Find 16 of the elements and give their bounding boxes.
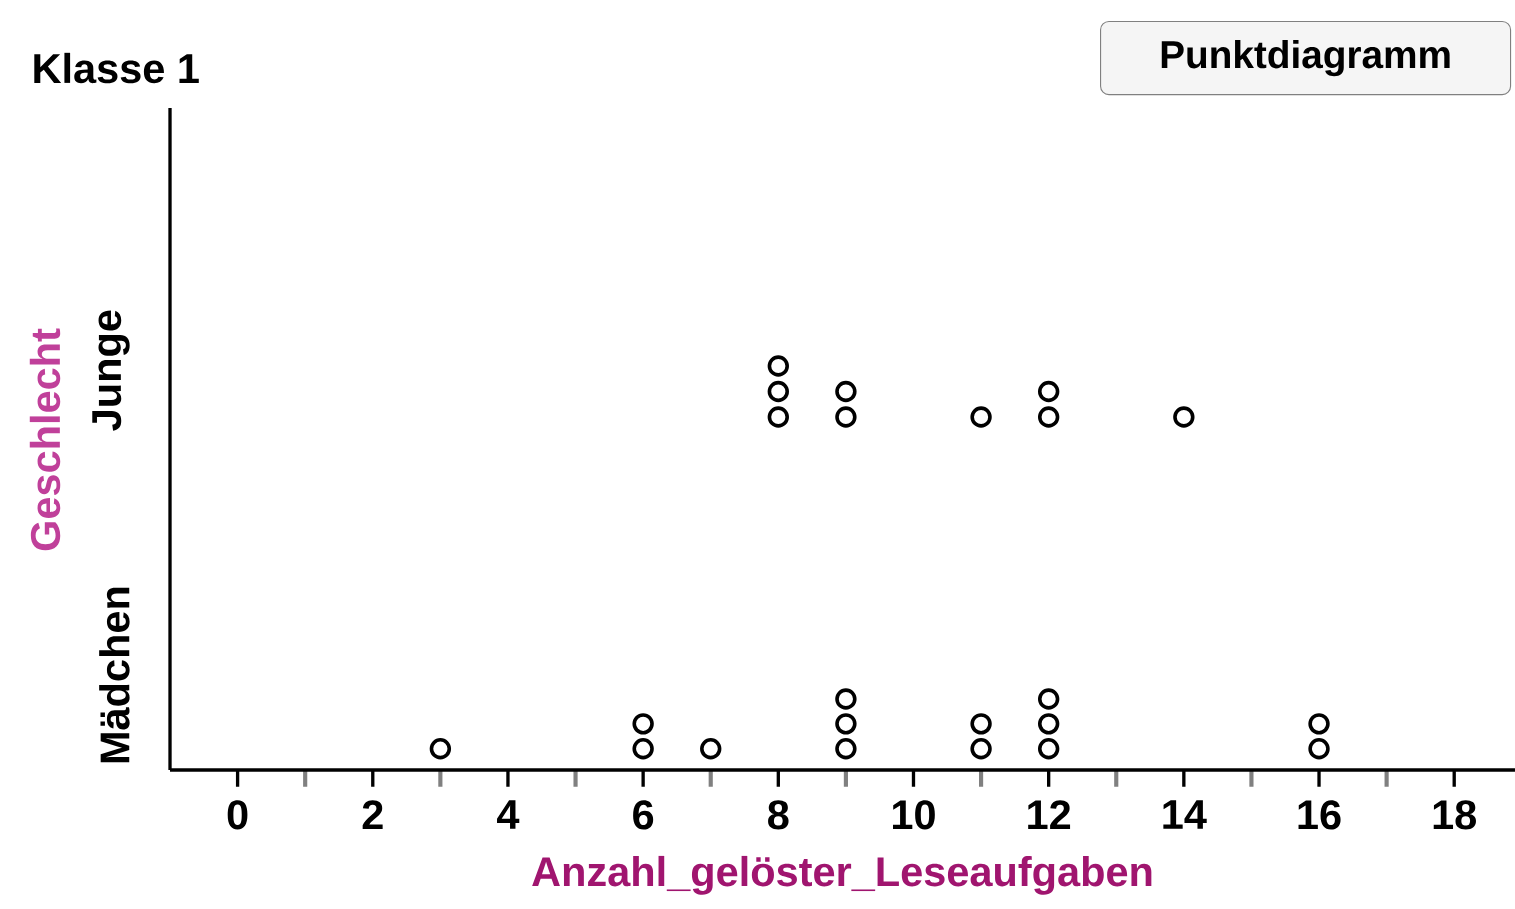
y-axis-title: Mädchen: [99, 587, 130, 763]
chart-title: Klasse 1: [34, 52, 199, 84]
x-tick-label: 2: [362, 800, 383, 830]
x-tick-label: 0: [227, 800, 248, 830]
text: Punktdiagramm: [1161, 39, 1450, 77]
x-tick-label: 16: [1298, 800, 1341, 830]
x-tick-label: 6: [633, 800, 654, 830]
x-tick-label: 14: [1163, 800, 1207, 829]
x-tick-label: 8: [768, 800, 789, 830]
y-axis-title: Junge: [92, 310, 130, 431]
x-tick-label: 4: [497, 800, 520, 829]
x-axis-title: Anzahl_gelöster_Leseaufgaben: [532, 855, 1152, 895]
x-tick-label: 12: [1028, 800, 1071, 830]
x-tick-label: 18: [1433, 800, 1476, 830]
text: Geschlecht: [29, 328, 61, 551]
x-tick-label: 10: [893, 800, 935, 830]
